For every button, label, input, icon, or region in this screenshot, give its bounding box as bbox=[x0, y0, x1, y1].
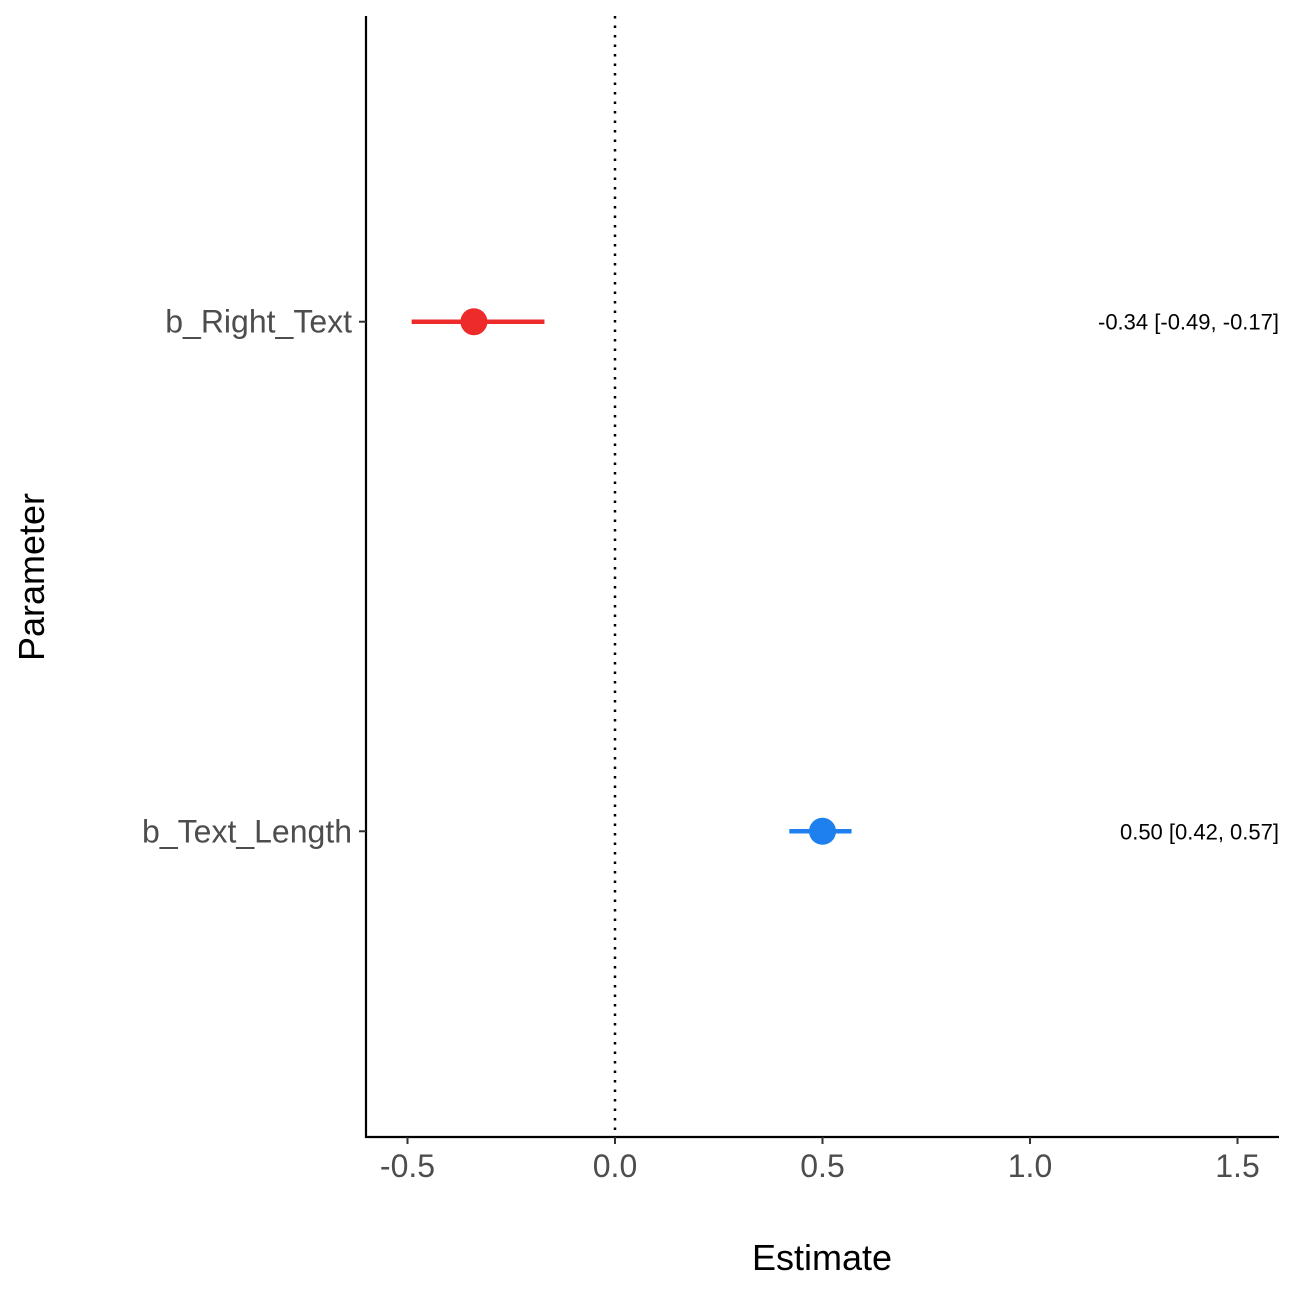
x-tick-label: 0.5 bbox=[800, 1148, 844, 1184]
x-tick-label: 1.0 bbox=[1008, 1148, 1052, 1184]
plot-marks bbox=[411, 16, 852, 1137]
x-tick-label: 1.5 bbox=[1215, 1148, 1259, 1184]
parameter-labels: b_Right_Text b_Text_Length bbox=[142, 304, 366, 849]
parameter-label: b_Text_Length bbox=[142, 813, 352, 849]
x-axis-title: Estimate bbox=[752, 1237, 892, 1278]
estimate-point bbox=[809, 817, 836, 845]
x-tick-label: -0.5 bbox=[380, 1148, 435, 1184]
x-tick-labels: -0.5 0.0 0.5 1.0 1.5 bbox=[380, 1137, 1260, 1184]
parameter-label: b_Right_Text bbox=[165, 304, 352, 340]
y-axis-title: Parameter bbox=[11, 493, 52, 661]
estimate-ci-label: 0.50 [0.42, 0.57] bbox=[1120, 819, 1279, 844]
x-tick-label: 0.0 bbox=[593, 1148, 637, 1184]
estimate-point bbox=[460, 308, 488, 336]
estimate-labels: -0.34 [-0.49, -0.17] 0.50 [0.42, 0.57] bbox=[1098, 310, 1279, 845]
estimate-ci-label: -0.34 [-0.49, -0.17] bbox=[1098, 310, 1279, 335]
